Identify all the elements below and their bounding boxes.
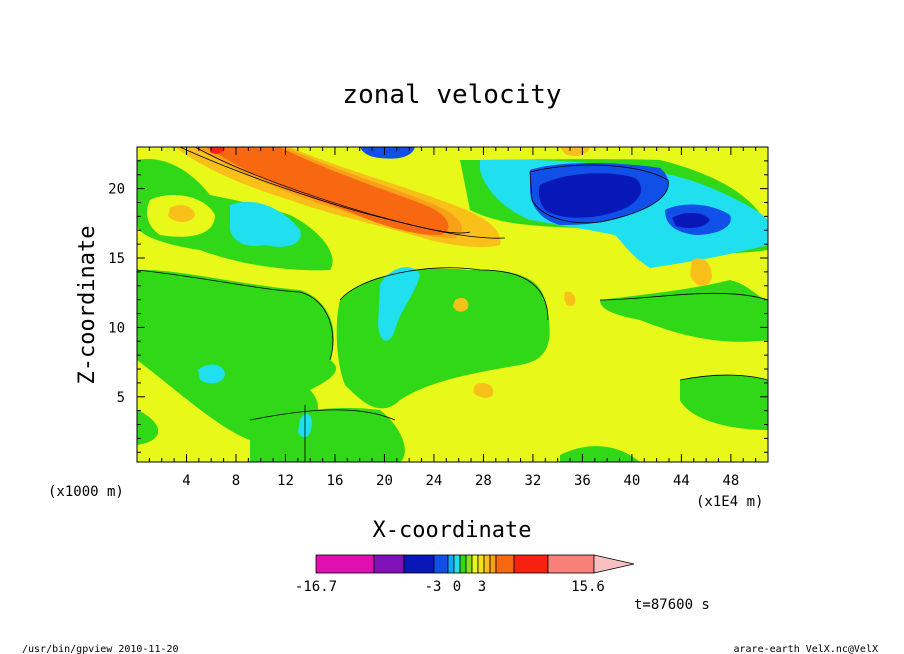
colorbar-tick-neg3: -3 <box>425 579 442 595</box>
contour-line-7 <box>679 374 768 381</box>
x-ticks: 4 8 12 16 20 24 28 32 36 40 44 48 <box>148 147 757 489</box>
x-tick-label-40: 40 <box>623 473 640 489</box>
x-tick-label-12: 12 <box>277 473 294 489</box>
x-tick-label-44: 44 <box>673 473 690 489</box>
orange-blob-right <box>690 258 712 286</box>
orange-blob-small <box>564 291 576 307</box>
colorbar-max-label: 15.6 <box>571 579 605 595</box>
y-tick-label-20: 20 <box>108 182 125 198</box>
contour-line-5 <box>529 164 669 224</box>
x-tick-label-16: 16 <box>327 473 344 489</box>
colorbar-cell-11 <box>489 554 497 574</box>
colorbar-cell-7 <box>465 554 473 574</box>
y-tick-label-15: 15 <box>108 251 125 267</box>
chart-title: zonal velocity <box>342 80 561 110</box>
colorbar-tick-0: 0 <box>453 579 461 595</box>
x-tick-label-32: 32 <box>524 473 541 489</box>
colorbar-cell-2 <box>403 554 435 574</box>
green-region-bottom-left <box>137 410 159 445</box>
colorbar-cell-4 <box>447 554 455 574</box>
contour-line-8 <box>249 409 396 421</box>
x-tick-label-20: 20 <box>376 473 393 489</box>
colorbar-cell-8 <box>471 554 479 574</box>
footer-left: /usr/bin/gpview 2010-11-20 <box>22 644 179 654</box>
x-tick-label-4: 4 <box>182 473 190 489</box>
colorbar <box>315 554 635 574</box>
blue-region-top-center <box>360 147 415 159</box>
x-tick-label-48: 48 <box>722 473 739 489</box>
colorbar-cell-6 <box>459 554 467 574</box>
footer-right: arare-earth_VelX.nc@VelX <box>734 644 879 654</box>
x-tick-label-24: 24 <box>426 473 443 489</box>
contour-line-2 <box>194 147 471 234</box>
cyan-blob-left <box>198 364 225 384</box>
colorbar-cell-5 <box>453 554 461 574</box>
colorbar-cell-10 <box>483 554 491 574</box>
green-region-left <box>137 269 337 446</box>
contour-line-6 <box>599 292 768 301</box>
colorbar-tick-3: 3 <box>478 579 486 595</box>
colorbar-cell-14 <box>547 554 595 574</box>
darkblue-core-far-right <box>672 212 710 228</box>
y-axis-label: Z-coordinate <box>75 226 100 385</box>
colorbar-extend-arrow <box>593 554 635 574</box>
orange-blob-low <box>473 383 494 398</box>
contour-line-1 <box>179 147 506 239</box>
colorbar-cell-1 <box>373 554 405 574</box>
time-label: t=87600 s <box>634 597 710 613</box>
orange-blob-mid <box>453 297 469 312</box>
y-tick-label-5: 5 <box>117 390 125 406</box>
red-core <box>210 147 225 154</box>
green-region-lower <box>250 408 405 462</box>
colorbar-cell-13 <box>513 554 549 574</box>
x-tick-label-8: 8 <box>232 473 240 489</box>
darkblue-core-right <box>538 173 642 218</box>
colorbar-cell-12 <box>495 554 515 574</box>
plot-frame <box>136 146 769 463</box>
colorbar-cell-9 <box>477 554 485 574</box>
contour-lines <box>137 147 768 462</box>
colorbar-cell-3 <box>433 554 449 574</box>
colorbar-min-label: -16.7 <box>295 579 337 595</box>
green-region-right-mid <box>600 280 768 342</box>
x-unit-label: (x1E4 m) <box>696 494 763 510</box>
cyan-blob-center <box>378 267 420 341</box>
y-unit-label: (x1000 m) <box>48 484 124 500</box>
cyan-blob-upper-left <box>230 201 301 247</box>
x-tick-label-28: 28 <box>475 473 492 489</box>
y-ticks: 5 10 15 20 <box>108 160 768 453</box>
contour-line-3 <box>137 269 334 361</box>
orange-band-core <box>205 147 449 235</box>
contour-line-4 <box>339 267 549 321</box>
colorbar-cell-0 <box>315 554 375 574</box>
x-tick-label-36: 36 <box>574 473 591 489</box>
y-tick-label-10: 10 <box>108 320 125 336</box>
contour-field <box>137 147 768 462</box>
green-region-right-low <box>680 375 768 430</box>
x-axis-label: X-coordinate <box>373 518 532 543</box>
orange-blob-left <box>168 205 195 222</box>
